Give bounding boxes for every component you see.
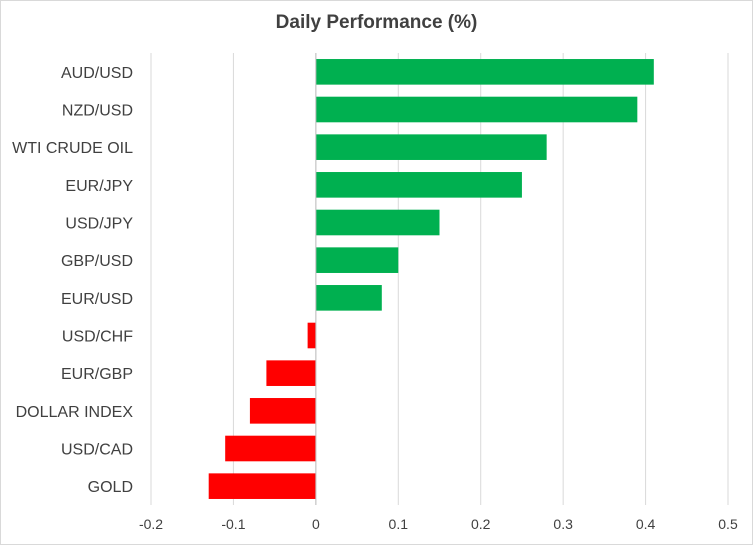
bar bbox=[315, 247, 399, 273]
bar bbox=[315, 59, 654, 85]
category-label: USD/CHF bbox=[62, 329, 133, 346]
x-tick-label: 0.1 bbox=[389, 516, 409, 532]
bar bbox=[315, 172, 522, 198]
bar bbox=[225, 435, 316, 462]
category-label: EUR/JPY bbox=[65, 178, 133, 195]
x-tick-label: 0 bbox=[312, 516, 320, 532]
category-label: DOLLAR INDEX bbox=[16, 404, 134, 421]
category-label: EUR/USD bbox=[61, 291, 133, 308]
x-tick-label: -0.1 bbox=[221, 516, 245, 532]
bar bbox=[249, 398, 316, 424]
category-label: GBP/USD bbox=[61, 253, 133, 270]
category-label: USD/JPY bbox=[65, 216, 133, 233]
x-tick-label: 0.3 bbox=[553, 516, 573, 532]
bar bbox=[208, 473, 316, 499]
x-tick-label: 0.4 bbox=[636, 516, 656, 532]
bar bbox=[315, 209, 440, 236]
category-label: NZD/USD bbox=[62, 103, 133, 120]
bar bbox=[266, 360, 316, 386]
x-tick-label: 0.2 bbox=[471, 516, 491, 532]
x-tick-label: 0.5 bbox=[718, 516, 738, 532]
bar bbox=[307, 322, 316, 349]
category-label: GOLD bbox=[88, 479, 133, 496]
axis-layer: -0.2 -0.1 0 0.1 0.2 0.3 0.4 0.5 bbox=[139, 53, 738, 532]
label-layer: AUD/USD NZD/USD WTI CRUDE OIL EUR/JPY USD/JP… bbox=[12, 65, 133, 496]
bar bbox=[315, 96, 638, 123]
x-tick-label: -0.2 bbox=[139, 516, 163, 532]
chart-title: Daily Performance (%) bbox=[275, 12, 478, 33]
category-label: EUR/GBP bbox=[61, 366, 133, 383]
bar bbox=[315, 134, 547, 160]
category-label: USD/CAD bbox=[61, 442, 133, 459]
category-label: WTI CRUDE OIL bbox=[12, 140, 133, 157]
bar-layer bbox=[208, 59, 654, 499]
category-label: AUD/USD bbox=[61, 65, 133, 82]
bar bbox=[315, 285, 382, 311]
